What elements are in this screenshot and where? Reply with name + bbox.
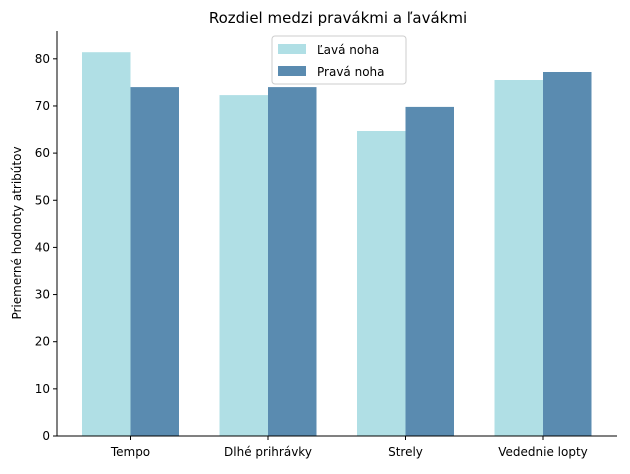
bar-left-3 [494,80,543,436]
y-tick-label: 30 [35,288,50,302]
bar-right-3 [543,72,592,436]
bar-left-0 [82,52,131,436]
x-tick-label: Dlhé prihrávky [224,445,312,459]
bar-right-2 [405,106,454,437]
legend: Ľavá noha Pravá noha [271,35,407,85]
y-tick-label: 10 [35,382,50,396]
x-tick-label: Strely [388,445,423,459]
y-tick-label: 60 [35,146,50,160]
y-tick-label: 40 [35,240,50,254]
y-tick-label: 20 [35,335,50,349]
legend-label: Ľavá noha [317,43,379,57]
bar-left-2 [357,131,406,436]
bars-group [82,52,592,437]
y-tick-label: 50 [35,193,50,207]
y-tick-label: 0 [42,429,50,443]
legend-swatch [278,66,306,76]
x-axis: Tempo Dlhé prihrávky Strely Vedednie lopty [57,435,617,459]
chart-title: Rozdiel medzi pravákmi a ľavákmi [209,9,467,27]
x-tick-label: Tempo [110,445,150,459]
legend-label: Pravá noha [317,65,385,79]
x-tick-label: Vedednie lopty [498,445,588,459]
y-tick-label: 80 [35,52,50,66]
bar-right-0 [130,87,179,436]
bar-right-1 [268,87,317,436]
y-axis-label: Priemerné hodnoty atribútov [10,146,24,319]
y-axis: 0 10 20 30 40 50 60 70 80 [35,31,58,443]
y-tick-label: 70 [35,99,50,113]
legend-swatch [278,44,306,54]
bar-left-1 [219,95,268,436]
